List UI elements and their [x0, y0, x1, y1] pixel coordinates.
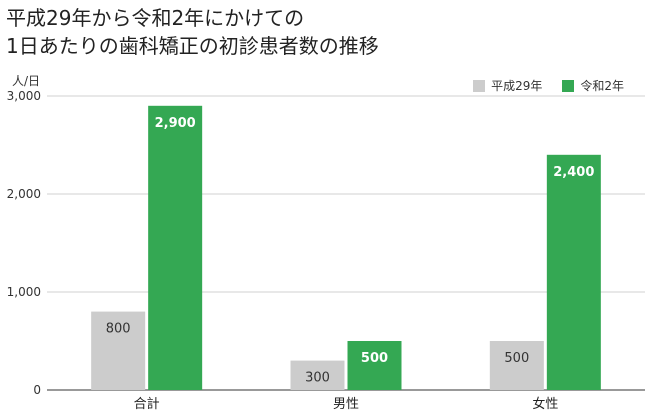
data-label: 500 [504, 351, 529, 366]
y-tick-label: 1,000 [7, 285, 41, 299]
chart-title-line-1: 平成29年から令和2年にかけての [6, 6, 305, 30]
bar [546, 154, 601, 390]
y-tick-label: 0 [33, 383, 41, 397]
bar [148, 105, 203, 391]
y-tick-label: 3,000 [7, 89, 41, 103]
bar [347, 341, 402, 390]
chart-title-line-2: 1日あたりの歯科矯正の初診患者数の推移 [6, 34, 379, 58]
bar [489, 341, 544, 390]
data-label: 2,900 [155, 116, 196, 131]
legend-label-series-1: 平成29年 [491, 79, 543, 93]
data-label: 2,400 [553, 165, 594, 180]
data-label: 300 [305, 371, 330, 386]
bar [91, 311, 146, 390]
y-axis-unit-label: 人/日 [12, 74, 41, 88]
legend-label-series-2: 令和2年 [580, 79, 624, 93]
data-label: 500 [361, 351, 388, 366]
x-category-label: 女性 [532, 396, 558, 412]
chart-legend: 平成29年 令和2年 [453, 77, 624, 94]
chart-title: 平成29年から令和2年にかけての 1日あたりの歯科矯正の初診患者数の推移 [6, 4, 379, 60]
bar [290, 360, 345, 390]
x-category-label: 男性 [333, 397, 359, 412]
data-label: 800 [106, 322, 131, 337]
legend-item-series-2: 令和2年 [562, 77, 624, 94]
legend-swatch-series-1 [473, 79, 486, 92]
legend-swatch-series-2 [562, 79, 575, 92]
legend-item-series-1: 平成29年 [473, 77, 542, 94]
y-tick-label: 2,000 [7, 187, 41, 201]
x-category-label: 合計 [134, 396, 160, 412]
